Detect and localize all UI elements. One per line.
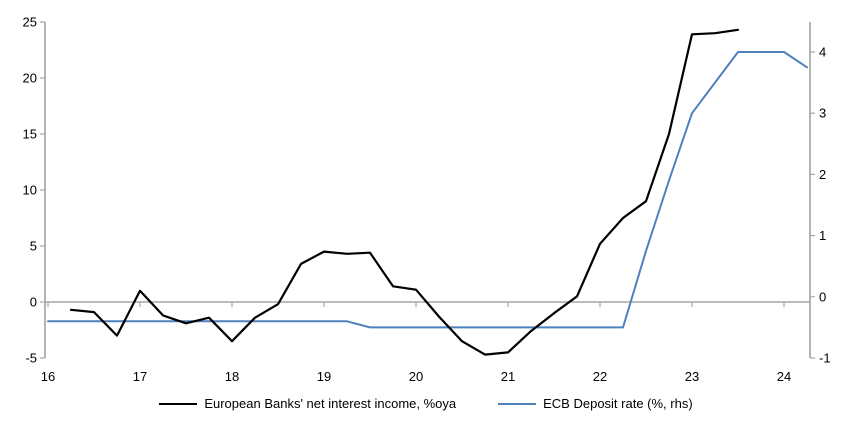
x-axis-tick-label: 21 xyxy=(501,369,515,384)
right-axis-tick-label: 1 xyxy=(819,228,826,243)
right-axis-tick-label: 4 xyxy=(819,44,826,59)
series-line-nii xyxy=(69,28,740,356)
left-axis-tick-label: 20 xyxy=(23,71,37,86)
left-axis-tick-label: 0 xyxy=(30,295,37,310)
legend-entry-ecb: ECB Deposit rate (%, rhs) xyxy=(498,396,693,411)
left-axis-tick-label: 5 xyxy=(30,239,37,254)
x-axis-tick-label: 17 xyxy=(133,369,147,384)
x-axis-tick-label: 23 xyxy=(685,369,699,384)
legend-label-nii: European Banks' net interest income, %oy… xyxy=(204,396,457,411)
right-axis-tick-label: 3 xyxy=(819,106,826,121)
x-axis-tick-label: 19 xyxy=(317,369,331,384)
left-axis-tick-label: 15 xyxy=(23,127,37,142)
left-axis-tick-label: 10 xyxy=(23,183,37,198)
x-axis-tick-label: 22 xyxy=(593,369,607,384)
legend-swatch-nii xyxy=(159,402,198,405)
legend: European Banks' net interest income, %oy… xyxy=(0,396,852,411)
legend-entry-nii: European Banks' net interest income, %oy… xyxy=(159,396,456,411)
legend-swatch-ecb xyxy=(498,402,537,405)
x-axis-tick-label: 18 xyxy=(225,369,239,384)
x-axis-tick-label: 16 xyxy=(41,369,55,384)
legend-label-ecb: ECB Deposit rate (%, rhs) xyxy=(543,396,693,411)
right-axis-tick-label: 0 xyxy=(819,289,826,304)
x-axis-tick-label: 20 xyxy=(409,369,423,384)
series-line-ecb xyxy=(47,51,808,329)
right-axis-tick-label: -1 xyxy=(819,351,831,366)
right-axis-tick-label: 2 xyxy=(819,167,826,182)
left-axis-tick-label: -5 xyxy=(25,351,37,366)
x-axis-tick-label: 24 xyxy=(777,369,791,384)
left-axis-tick-label: 25 xyxy=(23,15,37,30)
